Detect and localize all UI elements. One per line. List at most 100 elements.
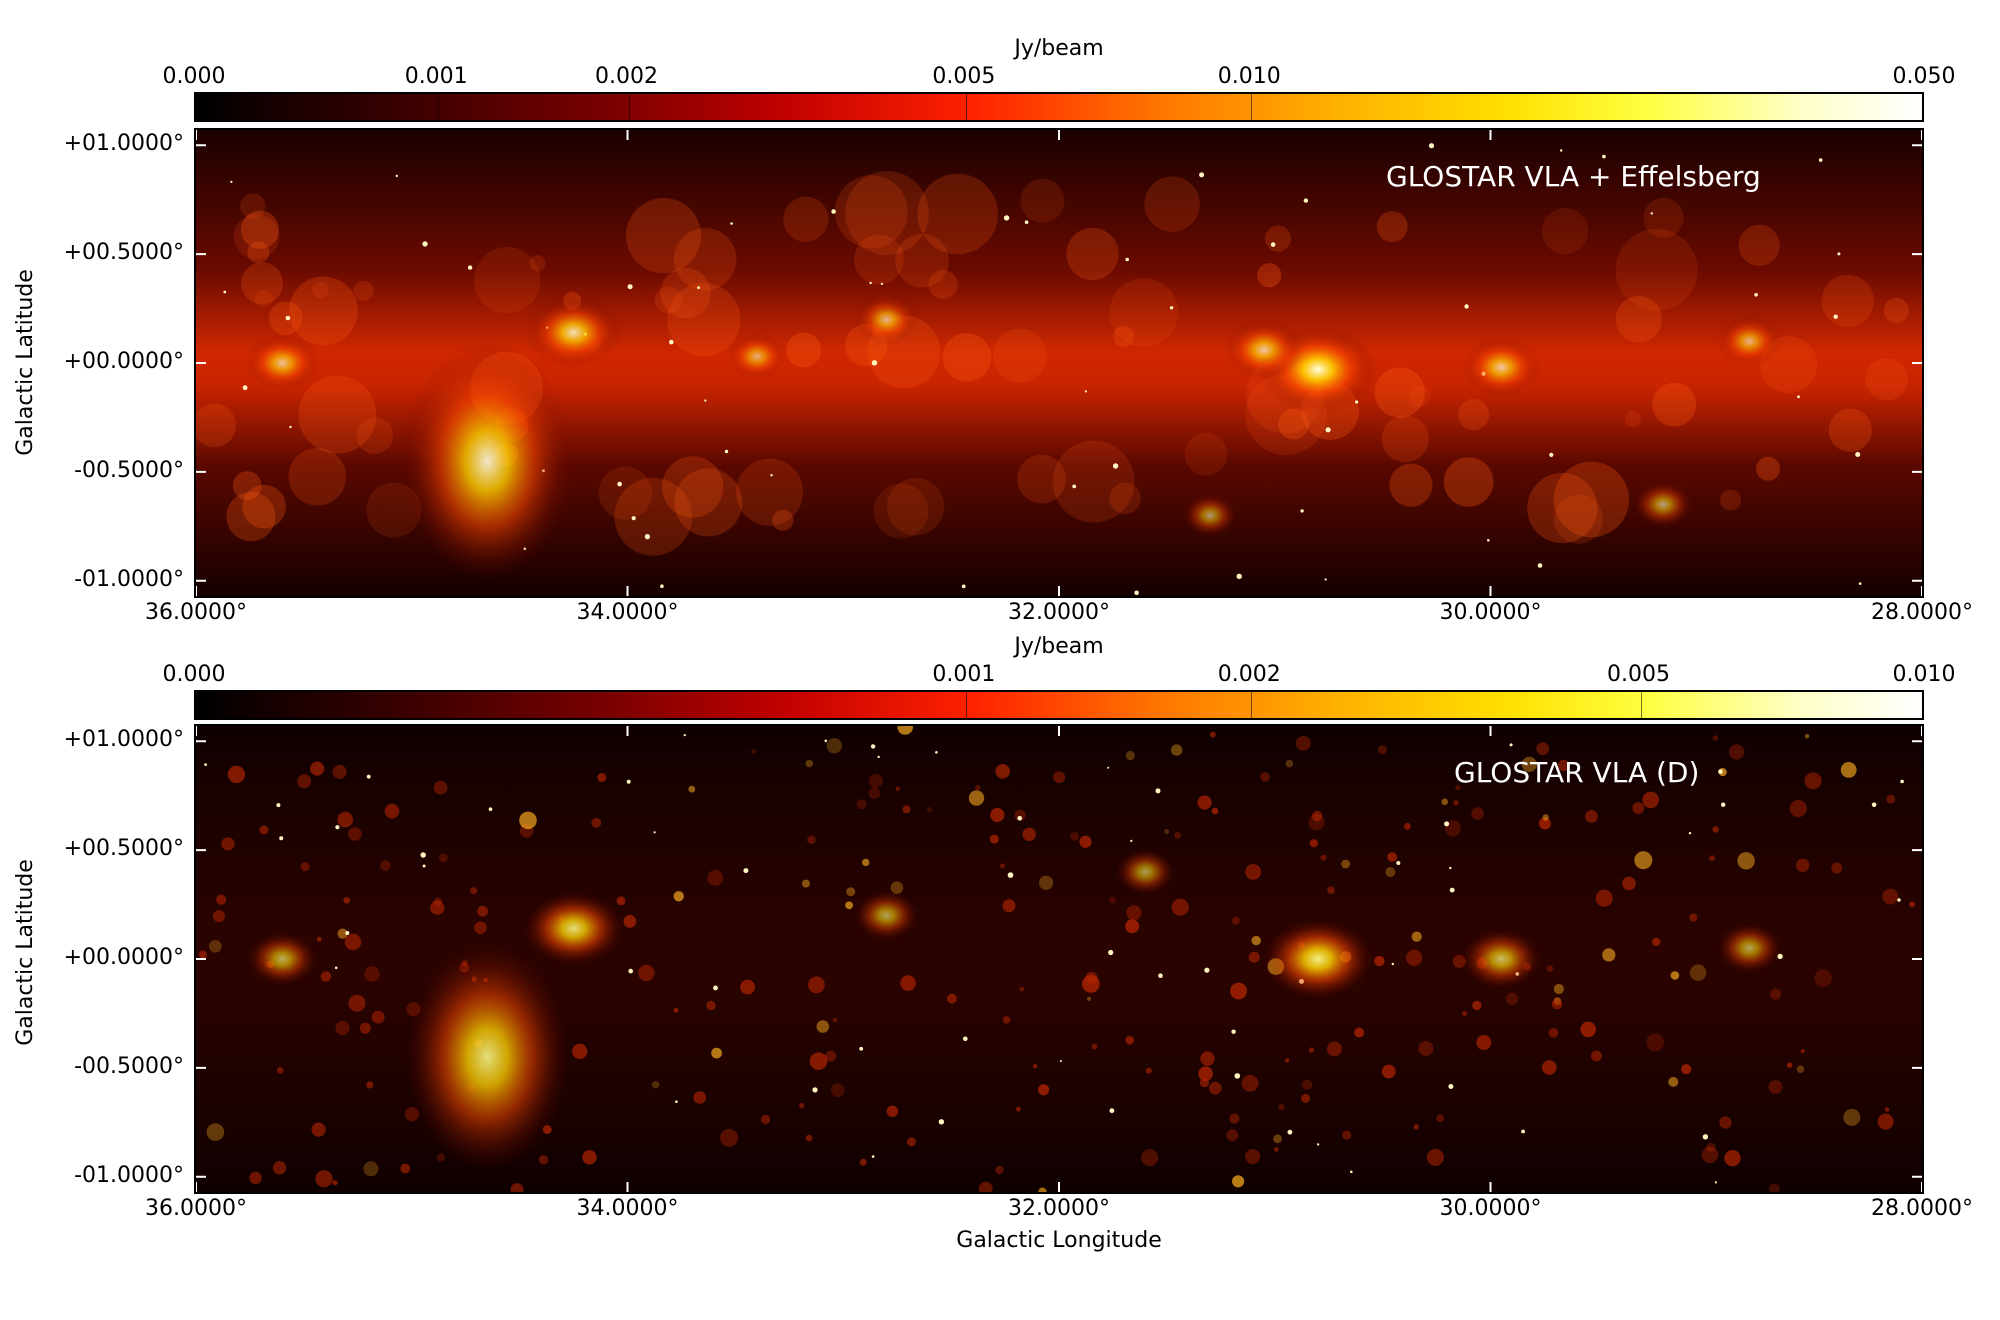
emission-clump	[1109, 482, 1141, 514]
y-tick-label: -00.5000°	[74, 457, 184, 483]
emission-clump	[1865, 358, 1908, 401]
point-source	[1537, 563, 1543, 568]
point-source	[1444, 821, 1450, 827]
emission-clump	[1320, 854, 1327, 861]
colorbar-tick-label: 0.002	[595, 64, 658, 89]
colorbar-tick-label: 0.050	[1892, 64, 1956, 89]
point-source	[626, 779, 631, 784]
point-source	[1449, 887, 1455, 893]
bright-source	[405, 943, 570, 1171]
point-source	[770, 474, 773, 477]
emission-clump	[978, 1181, 993, 1192]
emission-clump	[1070, 832, 1080, 841]
emission-clump	[1210, 731, 1216, 738]
emission-clump	[1229, 1113, 1240, 1124]
point-source	[1464, 304, 1469, 309]
point-source	[880, 282, 884, 285]
emission-clump	[359, 1022, 371, 1034]
emission-clump	[846, 887, 856, 897]
emission-clump	[1615, 228, 1698, 311]
emission-clump	[1066, 227, 1119, 281]
bright-source	[1461, 929, 1542, 989]
emission-clump	[1883, 297, 1909, 324]
emission-clump	[992, 328, 1047, 383]
emission-clump	[1264, 225, 1292, 252]
emission-clump	[1769, 1183, 1780, 1192]
emission-clump	[1209, 1081, 1222, 1095]
emission-clump	[247, 241, 270, 264]
emission-clump	[868, 773, 883, 789]
colorbar-tick-label: 0.010	[1892, 662, 1956, 687]
emission-clump	[1585, 810, 1598, 823]
emission-clump	[895, 233, 949, 288]
emission-clump	[227, 765, 246, 784]
emission-clump	[332, 1180, 338, 1186]
point-source	[1059, 1060, 1062, 1062]
emission-clump	[254, 289, 273, 308]
emission-clump	[1542, 1060, 1557, 1075]
emission-clump	[356, 417, 394, 455]
emission-clump	[1624, 411, 1641, 428]
emission-clump	[831, 1083, 845, 1097]
point-source	[1125, 257, 1129, 262]
emission-clump	[809, 1052, 828, 1070]
emission-clump	[232, 471, 262, 501]
y-tick-label: +01.0000°	[63, 727, 184, 753]
emission-clump	[995, 764, 1010, 779]
emission-clump	[289, 276, 358, 346]
emission-clump	[348, 994, 366, 1012]
point-source	[230, 180, 233, 183]
point-source	[961, 584, 966, 589]
emission-clump	[288, 448, 347, 506]
emission-clump	[1354, 1027, 1365, 1038]
bright-source	[1461, 337, 1542, 398]
emission-clump	[1457, 398, 1490, 431]
point-source	[420, 852, 426, 858]
emission-clump	[1831, 862, 1843, 874]
x-tick-label: 36.0000°	[145, 600, 247, 625]
emission-clump	[1580, 1021, 1596, 1038]
point-source	[653, 831, 656, 834]
emission-clump	[430, 900, 445, 915]
emission-clump	[660, 267, 711, 319]
emission-clump	[673, 1007, 679, 1013]
point-source	[1900, 779, 1904, 784]
emission-clump	[477, 905, 488, 917]
emission-clump	[1387, 852, 1397, 862]
emission-clump	[688, 785, 696, 793]
x-tick-label: 30.0000°	[1439, 600, 1542, 625]
y-tick-label: +00.5000°	[63, 240, 184, 266]
colorbar	[194, 92, 1924, 122]
emission-clump	[311, 1122, 326, 1137]
colorbar-tick-label: 0.010	[1217, 64, 1281, 89]
point-source	[1702, 1134, 1709, 1140]
point-source	[1169, 306, 1174, 310]
colorbar-tick-mark	[628, 94, 630, 120]
emission-clump	[343, 897, 350, 904]
emission-clump	[1308, 814, 1325, 831]
emission-clump	[1622, 876, 1636, 891]
point-source	[938, 1119, 945, 1125]
emission-clump	[802, 879, 810, 888]
emission-clump	[808, 976, 825, 994]
emission-clump	[470, 887, 478, 895]
emission-clump	[1245, 1149, 1261, 1165]
emission-clump	[1436, 1114, 1445, 1123]
bottom-panel: Jy/beam 0.000 0.001 0.002 0.005 0.010 GLOSTA…	[0, 600, 2000, 1320]
emission-clump	[1786, 1062, 1793, 1068]
emission-clump	[1285, 759, 1294, 768]
emission-clump	[1230, 982, 1247, 1000]
point-source	[871, 360, 878, 366]
emission-clump	[582, 1150, 597, 1165]
emission-clump	[760, 1114, 771, 1125]
emission-clump	[751, 749, 756, 754]
emission-clump	[1840, 762, 1857, 778]
point-source	[1897, 898, 1901, 902]
emission-clump	[1689, 913, 1698, 922]
colorbar-tick-mark	[438, 94, 440, 120]
emission-clump	[1800, 1048, 1806, 1054]
emission-clump	[772, 509, 794, 531]
emission-clump	[845, 171, 929, 255]
x-tick-label: 28.0000°	[1871, 600, 1973, 625]
emission-clump	[474, 247, 541, 314]
